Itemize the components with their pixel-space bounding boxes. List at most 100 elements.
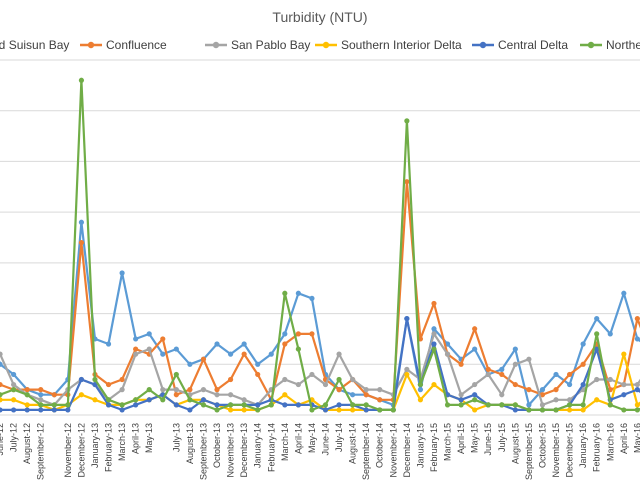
data-point: [0, 407, 3, 413]
data-point: [404, 371, 410, 378]
data-point: [173, 371, 179, 378]
data-point: [227, 402, 234, 408]
data-point: [187, 397, 193, 403]
legend-item: Northern: [580, 38, 640, 52]
data-point: [11, 381, 17, 388]
legend-item: y and Suisun Bay: [0, 38, 69, 52]
x-tick-label: April-13: [131, 423, 141, 454]
data-point: [282, 331, 288, 337]
data-point: [634, 316, 640, 322]
data-point: [11, 387, 17, 393]
data-point: [24, 402, 30, 408]
data-point: [282, 402, 288, 408]
data-point: [187, 361, 193, 367]
data-point: [268, 351, 274, 357]
data-point: [38, 397, 44, 403]
data-point: [634, 381, 640, 388]
data-point: [214, 387, 220, 393]
data-point: [227, 376, 234, 383]
data-point: [309, 407, 315, 413]
data-point: [92, 376, 98, 383]
data-point: [607, 331, 613, 337]
x-tick-label: December-14: [402, 423, 412, 478]
data-point: [607, 376, 613, 383]
data-point: [0, 351, 3, 357]
data-point: [431, 331, 437, 337]
data-point: [200, 397, 207, 403]
data-point: [119, 376, 125, 383]
data-point: [92, 397, 98, 403]
data-point: [309, 331, 315, 337]
data-point: [146, 346, 152, 352]
data-point: [173, 346, 179, 352]
data-point: [133, 351, 139, 357]
data-point: [38, 392, 44, 398]
data-point: [526, 407, 532, 413]
data-point: [105, 397, 112, 403]
data-point: [580, 381, 586, 388]
data-point: [431, 300, 437, 307]
data-point: [621, 407, 627, 413]
data-point: [255, 371, 261, 378]
legend-item: Southern Interior Delta: [315, 38, 462, 52]
data-point: [350, 407, 356, 413]
x-tick-label: August-13: [185, 423, 195, 464]
data-point: [0, 392, 3, 398]
x-tick-label: August-12: [22, 423, 32, 464]
legend-label: Central Delta: [498, 38, 568, 52]
data-point: [65, 407, 71, 413]
data-point: [634, 336, 640, 342]
data-point: [309, 295, 315, 301]
data-point: [553, 397, 559, 403]
data-point: [512, 346, 518, 352]
legend-label: Confluence: [106, 38, 167, 52]
x-tick-label: August-15: [510, 423, 520, 464]
data-point: [539, 407, 546, 413]
data-point: [187, 387, 193, 393]
data-point: [472, 381, 478, 388]
x-tick-label: July-15: [497, 423, 507, 452]
x-axis-tick-labels: June-12 July-12 August-12 September-12 Novem…: [0, 423, 640, 480]
data-point: [146, 397, 152, 403]
data-point: [512, 402, 518, 408]
data-point: [78, 392, 85, 398]
x-tick-label: October-15: [537, 423, 547, 468]
data-point: [634, 387, 640, 393]
data-point: [621, 351, 627, 357]
data-point: [458, 402, 464, 408]
data-point: [241, 397, 247, 403]
x-tick-label: January-14: [253, 423, 263, 468]
data-point: [38, 407, 44, 413]
data-point: [146, 331, 152, 337]
data-point: [214, 407, 220, 413]
data-point: [594, 346, 600, 352]
data-point: [553, 407, 559, 413]
data-point: [431, 346, 437, 352]
data-point: [78, 219, 85, 225]
x-tick-label: December-15: [565, 423, 575, 478]
x-tick-label: September-15: [524, 423, 534, 480]
data-point: [11, 407, 17, 413]
data-point: [431, 341, 437, 347]
data-point: [634, 402, 640, 408]
data-point: [444, 402, 451, 408]
data-point: [580, 402, 586, 408]
data-point: [512, 407, 518, 413]
data-point: [336, 376, 342, 383]
x-tick-label: October-14: [375, 423, 385, 468]
data-point: [11, 397, 17, 403]
legend-item: San Pablo Bay: [205, 38, 310, 52]
data-point: [119, 387, 125, 393]
x-tick-label: August-14: [348, 423, 358, 464]
data-point: [241, 351, 247, 357]
x-tick-label: November-13: [226, 423, 236, 478]
data-point: [350, 392, 356, 398]
x-tick-label: April-16: [619, 423, 629, 454]
data-point: [431, 381, 437, 388]
x-tick-label: September-13: [198, 423, 208, 480]
data-point: [594, 376, 600, 383]
data-point: [282, 376, 288, 383]
data-point: [363, 387, 369, 393]
data-point: [200, 387, 207, 393]
data-point: [133, 397, 139, 403]
